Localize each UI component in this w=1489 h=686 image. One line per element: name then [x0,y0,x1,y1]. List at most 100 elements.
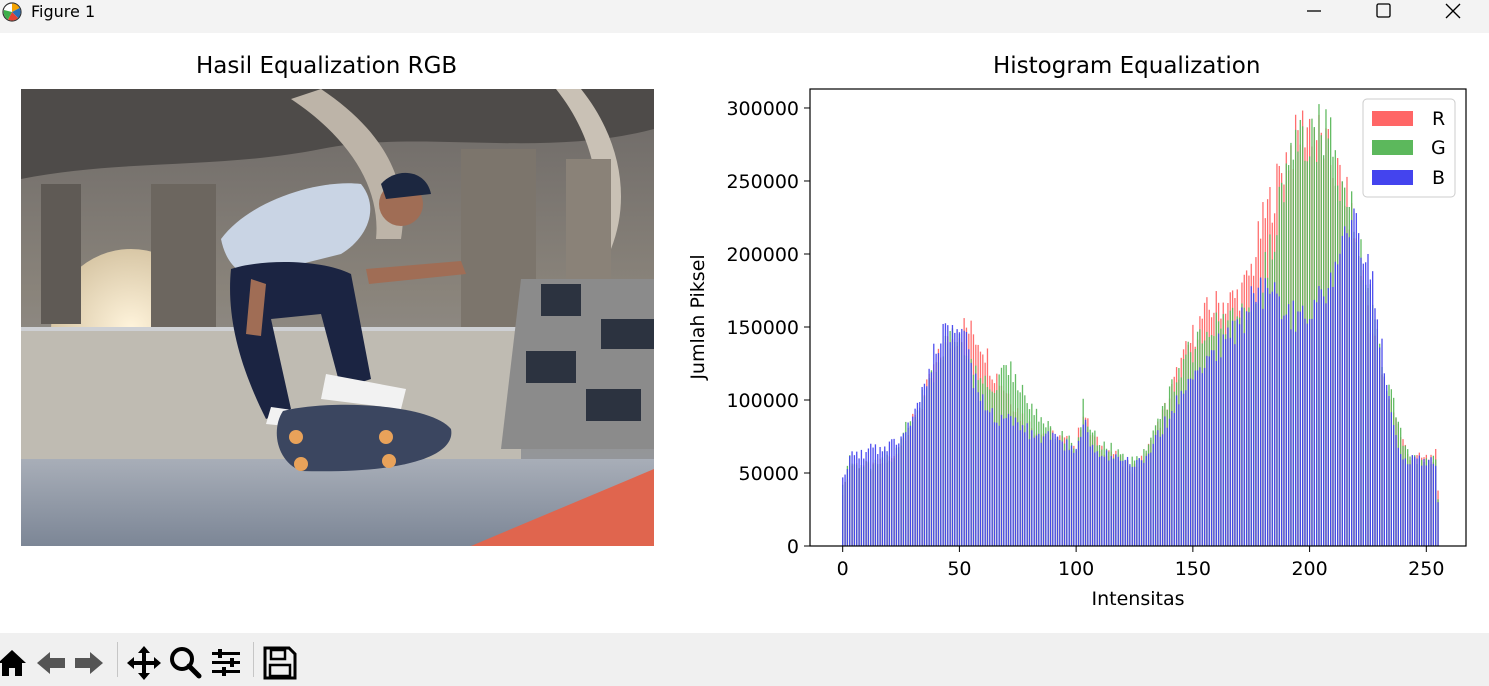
hist-bar-b [1241,307,1243,546]
hist-bar-b [1005,418,1007,546]
hist-bar-b [1157,430,1159,546]
hist-bar-b [1222,334,1224,546]
hist-bar-b [1255,301,1257,546]
hist-bar-b [1313,299,1315,546]
hist-bar-b [907,422,909,546]
maximize-button[interactable] [1360,0,1406,24]
hist-bar-b [1285,314,1287,546]
home-button[interactable] [0,645,30,681]
hist-bar-b [1161,434,1164,546]
hist-bar-b [1435,465,1437,546]
y-tick-label: 0 [787,536,799,558]
hist-bar-b [1201,373,1203,546]
hist-bar-b [1147,453,1150,546]
hist-bar-b [951,325,954,546]
hist-bar-b [849,456,851,546]
hist-bar-b [961,328,963,546]
hist-bar-b [954,332,956,546]
y-axis-ticks: 0 50000 100000 150000 200000 250000 300000 [726,98,810,558]
home-icon [0,650,26,676]
hist-bar-b [965,332,968,546]
hist-bar-b [928,368,930,546]
hist-bar-b [1077,440,1080,546]
hist-bar-b [940,343,942,546]
hist-bar-b [1372,271,1374,546]
back-button[interactable] [33,645,69,681]
hist-bar-b [1119,460,1122,546]
hist-bar-b [1203,367,1206,546]
hist-bar-b [1000,414,1003,546]
hist-bar-b [1365,262,1367,546]
hist-bar-b [1096,451,1098,546]
hist-bar-b [935,353,937,546]
hist-bar-b [926,386,928,546]
hist-bar-b [1012,425,1014,546]
hist-bar-b [1098,456,1101,546]
close-button[interactable] [1430,0,1476,24]
hist-bar-b [1068,450,1070,546]
hist-bar-b [1178,404,1180,546]
hist-bar-b [1386,384,1388,546]
zoom-button[interactable] [167,645,203,681]
legend-label-r: R [1432,108,1445,130]
hist-bar-b [1019,430,1021,546]
hist-bar-b [1425,465,1428,546]
pan-icon [127,646,161,680]
image-axes-title: Hasil Equalization RGB [196,53,458,79]
hist-bar-b [1180,390,1182,546]
hist-bar-b [923,383,926,546]
hist-bar-b [1224,339,1227,546]
hist-bar-b [1353,208,1355,546]
hist-bar-b [1374,308,1376,546]
hist-bar-b [1369,279,1371,546]
hist-bar-b [858,458,860,546]
hist-bar-b [1306,323,1308,546]
hist-bar-b [881,451,884,546]
forward-button[interactable] [71,645,107,681]
x-axis-ticks: 0 50 100 150 200 250 [837,546,1444,580]
hist-bar-b [1131,466,1133,546]
hist-bar-b [1185,390,1187,546]
hist-bar-b [921,386,923,546]
hist-bar-b [909,425,912,546]
hist-bar-b [893,438,895,546]
hist-bar-b [1423,458,1425,546]
hist-bar-b [1210,350,1213,546]
close-icon [1445,3,1461,19]
hist-bar-b [1337,264,1339,546]
hist-bar-b [1327,288,1329,546]
hist-bar-b [1259,277,1262,546]
hist-bar-b [1252,293,1255,546]
pan-button[interactable] [126,645,162,681]
hist-bar-b [1105,450,1108,546]
hist-bar-b [1297,311,1299,546]
y-tick-label: 50000 [739,463,799,485]
hist-bar-b [865,452,867,546]
hist-bar-b [1437,502,1439,546]
hist-bar-b [1129,464,1131,546]
hist-bar-b [888,441,891,546]
minimize-button[interactable] [1291,0,1337,24]
hist-bar-b [1003,418,1005,546]
hist-bar-b [1245,311,1248,546]
hist-bar-b [1383,373,1385,546]
configure-subplots-button[interactable] [209,645,245,681]
hist-bar-b [1397,447,1399,546]
hist-bar-b [1276,293,1278,546]
hist-bar-b [1409,464,1411,546]
hist-bar-b [975,373,977,546]
minimize-icon [1307,10,1321,12]
hist-bar-b [1194,370,1196,546]
hist-bar-b [1122,460,1124,546]
hist-bar-b [867,448,870,546]
hist-bar-b [1206,355,1208,546]
hist-bar-b [1346,233,1348,546]
hist-bar-b [842,477,844,546]
x-tick-label: 150 [1175,558,1211,580]
hist-bar-b [900,436,902,546]
hist-bar-b [891,439,893,546]
hist-bar-b [1108,460,1110,546]
hist-bar-b [1231,320,1234,546]
hist-bar-b [1416,458,1418,546]
save-button[interactable] [262,645,298,681]
